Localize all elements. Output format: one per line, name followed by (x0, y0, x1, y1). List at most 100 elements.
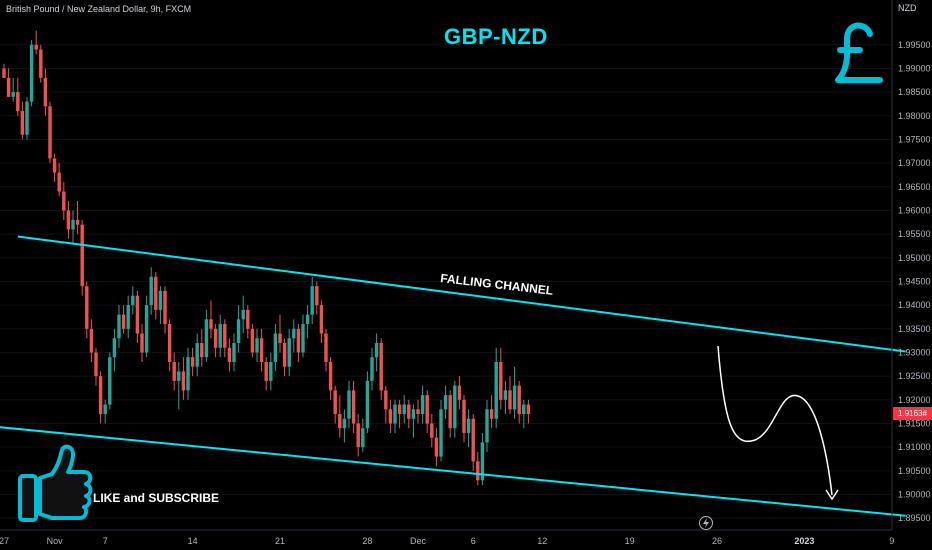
candle[interactable] (407, 399, 411, 429)
candle[interactable] (402, 395, 406, 424)
candle[interactable] (489, 395, 494, 429)
candle[interactable] (241, 295, 245, 334)
candle[interactable] (328, 357, 333, 400)
candle[interactable] (6, 68, 11, 97)
candle[interactable] (494, 347, 498, 429)
candle[interactable] (347, 380, 351, 429)
candle[interactable] (462, 395, 466, 443)
candle[interactable] (480, 432, 485, 486)
candle[interactable] (365, 371, 370, 433)
candle[interactable] (416, 399, 420, 424)
candles[interactable] (2, 30, 531, 486)
candle[interactable] (167, 319, 172, 372)
candle[interactable] (186, 347, 190, 400)
candle[interactable] (232, 333, 236, 372)
candle[interactable] (200, 328, 204, 367)
candle[interactable] (278, 314, 282, 353)
candle[interactable] (75, 200, 80, 235)
candle[interactable] (94, 347, 98, 386)
candle[interactable] (296, 324, 301, 362)
candle[interactable] (163, 286, 167, 334)
candle[interactable] (25, 96, 29, 140)
candle[interactable] (80, 219, 84, 296)
candle[interactable] (149, 267, 153, 315)
candle[interactable] (20, 101, 25, 140)
candle[interactable] (305, 305, 310, 339)
candle[interactable] (140, 324, 144, 362)
candle[interactable] (66, 200, 71, 239)
candle[interactable] (112, 328, 117, 372)
candle[interactable] (393, 399, 397, 433)
candle[interactable] (324, 328, 328, 372)
candle[interactable] (351, 380, 356, 433)
candle[interactable] (273, 324, 278, 372)
candle[interactable] (466, 409, 471, 448)
candle[interactable] (356, 414, 360, 457)
candle[interactable] (384, 385, 388, 424)
candle[interactable] (218, 314, 222, 358)
candle[interactable] (204, 309, 209, 362)
candle[interactable] (517, 380, 521, 424)
candle[interactable] (255, 328, 259, 362)
candle[interactable] (310, 276, 314, 325)
candle[interactable] (126, 295, 130, 339)
candle[interactable] (57, 163, 61, 197)
candle[interactable] (154, 272, 158, 320)
candle[interactable] (287, 328, 291, 377)
candle[interactable] (144, 295, 149, 358)
candle[interactable] (499, 347, 503, 410)
candle[interactable] (526, 399, 531, 424)
candle[interactable] (411, 404, 416, 438)
candle[interactable] (259, 328, 264, 372)
candle[interactable] (98, 371, 103, 424)
candle[interactable] (158, 286, 163, 325)
candle[interactable] (89, 319, 94, 362)
candle[interactable] (471, 414, 475, 471)
candle[interactable] (333, 385, 337, 424)
candle[interactable] (379, 338, 383, 400)
candle[interactable] (397, 399, 402, 429)
candle[interactable] (43, 68, 48, 116)
candle[interactable] (62, 182, 66, 220)
candle[interactable] (121, 305, 126, 334)
candle[interactable] (522, 399, 526, 429)
candle[interactable] (71, 210, 75, 244)
candle[interactable] (319, 300, 324, 344)
candle[interactable] (34, 30, 38, 55)
candle[interactable] (512, 366, 517, 419)
candle[interactable] (453, 380, 457, 438)
candle[interactable] (443, 385, 448, 419)
candle[interactable] (508, 376, 512, 415)
candle[interactable] (485, 399, 489, 452)
candle[interactable] (282, 338, 287, 377)
candle[interactable] (52, 153, 57, 183)
candle[interactable] (246, 305, 250, 339)
candle[interactable] (209, 300, 213, 339)
candle[interactable] (29, 40, 34, 107)
candle[interactable] (457, 376, 462, 410)
candle[interactable] (269, 352, 273, 391)
candle[interactable] (476, 451, 480, 486)
candle[interactable] (11, 77, 15, 102)
candle[interactable] (264, 357, 268, 391)
candle[interactable] (190, 347, 195, 377)
candle[interactable] (181, 357, 186, 400)
candle[interactable] (117, 305, 121, 348)
candle[interactable] (2, 63, 6, 78)
candle[interactable] (434, 428, 439, 467)
candle[interactable] (342, 409, 347, 443)
candle[interactable] (370, 347, 374, 391)
candle[interactable] (250, 324, 255, 358)
candle[interactable] (388, 399, 393, 433)
candle[interactable] (374, 333, 379, 372)
candle[interactable] (301, 314, 305, 358)
candle[interactable] (223, 319, 227, 358)
lightning-icon[interactable] (699, 516, 713, 530)
candle[interactable] (16, 77, 20, 116)
candle[interactable] (172, 352, 176, 391)
candle[interactable] (361, 418, 365, 452)
candle[interactable] (315, 281, 319, 315)
candle[interactable] (48, 101, 52, 164)
candle[interactable] (103, 399, 107, 424)
candle[interactable] (448, 390, 452, 438)
